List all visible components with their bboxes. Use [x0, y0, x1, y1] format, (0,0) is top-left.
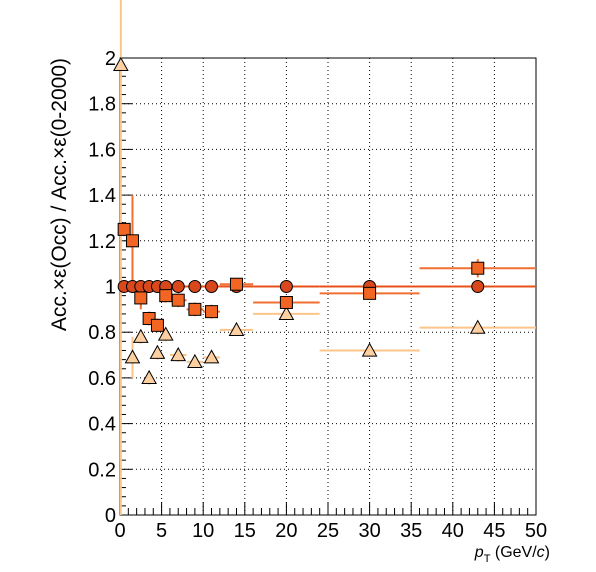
x-axis-title-unit-prefix: (GeV/ — [490, 544, 537, 561]
x-axis-title-main: p — [474, 544, 484, 561]
x-tick-label: 5 — [156, 520, 167, 542]
y-tick-label: 0.8 — [88, 322, 116, 344]
triangle-marker — [132, 328, 149, 343]
square-marker — [117, 222, 131, 236]
square-marker — [229, 277, 243, 291]
x-axis-title: pT (GeV/c) — [474, 544, 550, 565]
triangle-marker — [278, 305, 295, 321]
y-tick-label: 1.4 — [88, 185, 116, 207]
y-tick-label: 0.6 — [88, 368, 116, 390]
x-tick-label: 50 — [525, 520, 547, 542]
y-tick-label: 2 — [105, 48, 116, 70]
y-tick-label: 1.8 — [88, 94, 116, 116]
y-tick-label: 1.6 — [88, 139, 116, 161]
x-axis-title-unit-var: c — [537, 544, 545, 561]
circle-marker — [471, 280, 485, 293]
circle-marker — [171, 280, 185, 293]
x-axis-title-unit-suffix: ) — [545, 544, 550, 561]
x-tick-label: 10 — [192, 520, 214, 542]
y-tick-labels: 0 0.2 0.4 0.6 0.8 1 1.2 1.4 1.6 1.8 2 — [88, 48, 116, 527]
x-tick-label: 45 — [483, 520, 505, 542]
square-marker — [363, 286, 377, 300]
x-tick-label: 20 — [275, 520, 297, 542]
square-marker — [171, 293, 185, 307]
y-tick-label: 0.2 — [88, 459, 116, 481]
x-axis-title-sub: T — [484, 553, 491, 565]
x-tick-label: 25 — [317, 520, 339, 542]
triangle-marker — [187, 353, 203, 369]
triangle-marker — [124, 349, 141, 364]
y-tick-label: 1.2 — [88, 231, 116, 253]
circle-marker — [205, 280, 219, 293]
square-marker — [159, 289, 173, 303]
circle-marker — [279, 280, 293, 293]
y-tick-label: 0 — [105, 505, 116, 527]
square-marker — [279, 295, 293, 309]
square-marker — [125, 234, 139, 248]
square-marker — [134, 291, 148, 305]
x-tick-label: 40 — [442, 520, 464, 542]
x-tick-label: 35 — [400, 520, 422, 542]
y-axis-title: Acc.×ε(Occ) / Acc.×ε(0-2000) — [48, 58, 71, 331]
x-tick-labels: 0 5 10 15 20 25 30 35 40 45 50 — [114, 520, 547, 542]
triangle-marker — [228, 321, 245, 337]
x-tick-label: 15 — [234, 520, 256, 542]
x-tick-label: 0 — [114, 520, 125, 542]
triangle-marker — [469, 319, 486, 334]
y-tick-label: 0.4 — [88, 414, 116, 436]
triangle-marker — [112, 56, 129, 71]
data-series — [112, 0, 536, 515]
y-tick-label: 1 — [105, 277, 116, 299]
triangle-marker — [141, 369, 157, 384]
square-marker — [205, 305, 219, 319]
circle-marker — [188, 280, 202, 293]
triangle-marker — [361, 342, 378, 357]
triangle-marker — [203, 349, 220, 364]
triangle-marker — [157, 326, 174, 341]
triangle-marker — [170, 347, 187, 362]
square-marker — [150, 318, 164, 332]
x-tick-label: 30 — [358, 520, 380, 542]
triangle-marker — [149, 344, 166, 359]
square-marker — [188, 302, 202, 316]
square-marker — [471, 261, 485, 275]
